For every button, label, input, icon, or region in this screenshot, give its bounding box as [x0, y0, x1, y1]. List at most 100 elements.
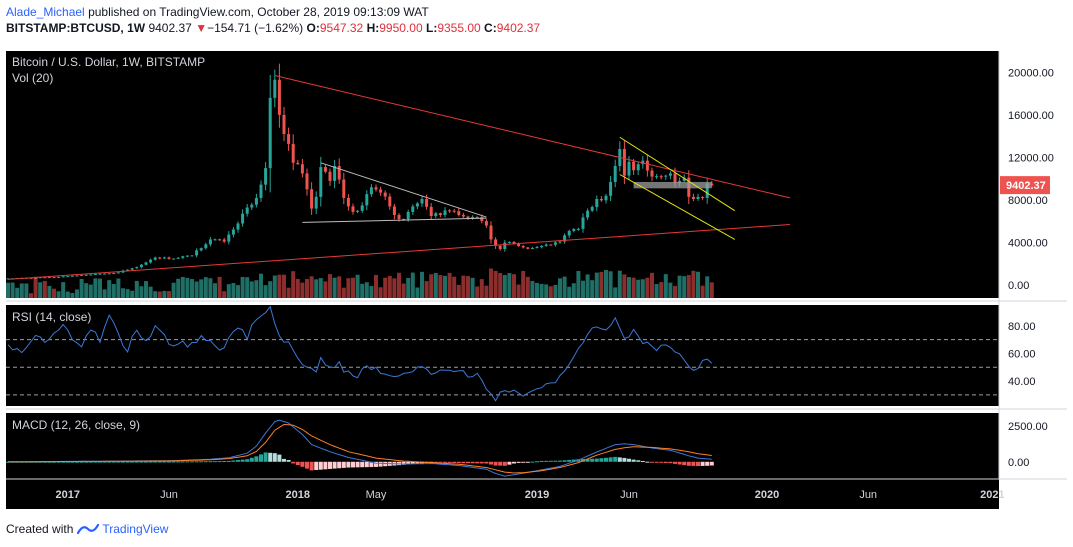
volume-bar: [525, 276, 530, 298]
volume-bar: [337, 276, 342, 298]
volume-bar: [162, 290, 167, 298]
volume-bar: [259, 273, 263, 298]
candle: [282, 114, 286, 135]
trendline-descending-resistance[interactable]: [274, 75, 791, 199]
macd-histogram-bar: [222, 460, 227, 462]
volume-bar: [277, 274, 282, 298]
volume-bar: [493, 270, 498, 298]
volume-bar: [332, 277, 337, 298]
volume-bar: [56, 291, 61, 298]
macd-histogram-bar: [263, 452, 268, 462]
macd-histogram-bar: [98, 461, 102, 463]
candle: [222, 239, 226, 242]
macd-histogram-bar: [351, 461, 355, 468]
volume-bar: [663, 274, 668, 298]
volume-bar: [203, 277, 208, 298]
macd-histogram-bar: [544, 460, 549, 462]
macd-pane[interactable]: [6, 413, 999, 479]
candle: [98, 273, 102, 275]
chart-canvas[interactable]: 20000.00 16000.00 12000.00 8000.00 4000.00 0.…: [0, 41, 1073, 519]
candle: [678, 180, 682, 184]
candle: [75, 275, 79, 277]
volume-bar: [516, 284, 521, 298]
candle: [300, 164, 304, 174]
candle: [457, 211, 461, 215]
candle: [231, 229, 235, 235]
candle: [448, 210, 452, 212]
trendline-ascending-support[interactable]: [7, 224, 791, 280]
macd-histogram-bar: [167, 461, 171, 463]
trendline-channel-top[interactable]: [619, 136, 736, 212]
macd-histogram-bar: [29, 461, 33, 463]
volume-bar: [346, 278, 351, 298]
volume-bar: [268, 281, 273, 298]
trendline-channel-bottom[interactable]: [619, 174, 736, 240]
volume-bar: [640, 279, 645, 298]
time-tick-label: Jun: [859, 489, 877, 501]
price-pane-title: Bitcoin / U.S. Dollar, 1W, BITSTAMP: [12, 55, 205, 69]
macd-histogram-bar: [15, 461, 20, 463]
tradingview-brand[interactable]: TradingView: [102, 522, 169, 536]
volume-bar: [15, 287, 20, 298]
candle: [346, 197, 350, 207]
volume-bar: [479, 279, 484, 298]
macd-histogram-bar: [24, 461, 29, 463]
volume-bar: [378, 287, 383, 298]
volume-bar: [447, 272, 452, 298]
candle: [558, 241, 562, 243]
macd-histogram-bar: [475, 461, 480, 464]
volume-bar: [93, 278, 98, 298]
volume-bar: [705, 276, 710, 298]
candle: [323, 167, 327, 172]
trendline-triangle-base[interactable]: [302, 217, 487, 223]
macd-histogram-bar: [236, 460, 240, 462]
candle: [664, 175, 668, 177]
price-tick-label: 0.00: [1008, 280, 1029, 292]
candle: [218, 239, 222, 241]
macd-histogram-bar: [19, 461, 24, 463]
candle: [185, 255, 189, 257]
macd-histogram-bar: [38, 461, 43, 463]
signal-line[interactable]: [8, 423, 712, 474]
price-pane[interactable]: [6, 51, 999, 298]
candle: [622, 148, 626, 176]
volume-bar: [420, 271, 424, 298]
volume-bar: [415, 287, 420, 298]
trendline-triangle-top[interactable]: [320, 162, 487, 218]
volume-bar: [65, 291, 70, 298]
low-value: 9355.00: [437, 21, 481, 35]
volume-bar: [498, 273, 503, 298]
volume-bar: [300, 282, 305, 298]
volume-bar: [167, 291, 171, 298]
volume-bar: [61, 282, 66, 298]
open-value: 9547.32: [319, 21, 364, 35]
volume-bar: [254, 280, 259, 298]
macd-histogram-bar: [479, 461, 484, 464]
candle: [273, 79, 277, 98]
macd-histogram-bar: [604, 457, 608, 462]
macd-histogram-bar: [663, 461, 668, 464]
author-link[interactable]: Alade_Michael: [6, 5, 85, 19]
candle: [204, 244, 208, 249]
candle: [144, 262, 148, 265]
rsi-line[interactable]: [7, 305, 713, 402]
volume-bar: [438, 275, 443, 298]
volume-bar: [604, 269, 608, 298]
candle: [627, 161, 631, 176]
volume-bar: [226, 284, 231, 298]
macd-histogram-bar: [254, 456, 259, 462]
candle: [540, 245, 544, 248]
macd-histogram-bar: [217, 461, 222, 463]
volume-bar: [507, 273, 512, 298]
macd-histogram-bar: [452, 461, 457, 464]
macd-histogram-bar: [539, 460, 544, 462]
volume-bar: [654, 284, 659, 298]
time-tick-label: 2021: [980, 489, 1004, 501]
price-axis-band: [999, 51, 1067, 479]
candle: [659, 176, 663, 178]
candle: [411, 206, 415, 212]
macd-histogram-bar: [590, 458, 595, 462]
macd-histogram-bar: [153, 461, 158, 463]
rsi-pane[interactable]: [6, 305, 999, 406]
volume-bar: [673, 285, 677, 298]
